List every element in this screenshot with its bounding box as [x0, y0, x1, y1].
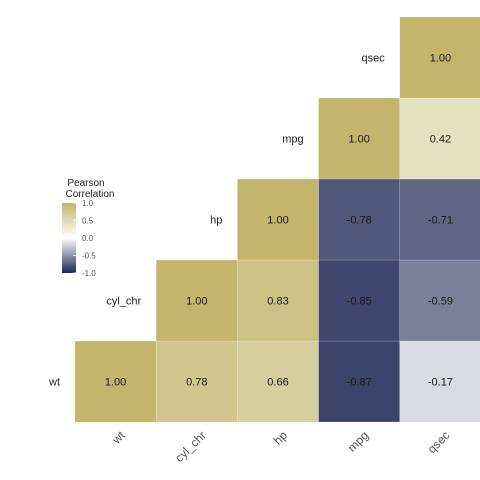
x-tick-label-wt: wt [109, 428, 129, 448]
row-label-qsec: qsec [362, 53, 386, 65]
legend-ticks: 1.0 0.5 0.0 -0.5 -1.0 [73, 199, 96, 278]
legend-tick-label: -1.0 [82, 269, 96, 278]
cell-value-label-mpg-qsec: 0.42 [430, 134, 451, 146]
legend-color-bar [62, 203, 76, 273]
heatmap-cell-cyl_chr-cyl_chr [155, 259, 238, 342]
cell-value-label-cyl_chr-qsec: -0.59 [428, 296, 453, 308]
heatmap-cell-mpg-mpg [318, 97, 401, 180]
heatmap-cell-hp-mpg [318, 178, 401, 261]
legend-title-line-1: Pearson [67, 178, 104, 189]
row-label-cyl_chr: cyl_chr [106, 296, 141, 308]
cell-value-label-wt-cyl_chr: 0.78 [186, 377, 207, 389]
x-tick-label-qsec: qsec [425, 428, 453, 456]
cell-value-label-wt-wt: 1.00 [105, 377, 126, 389]
cell-value-label-cyl_chr-hp: 0.83 [267, 296, 288, 308]
heatmap-cell-mpg-qsec [399, 97, 480, 180]
legend-tick-label: 0.0 [82, 234, 94, 243]
legend: Pearson Correlation 1.0 0.5 0.0 -0.5 -1.0 [62, 178, 114, 278]
cell-value-label-wt-mpg: -0.87 [347, 377, 372, 389]
heatmap-cell-wt-cyl_chr [155, 340, 238, 423]
cell-value-label-mpg-mpg: 1.00 [348, 134, 369, 146]
x-tick-label-cyl_chr: cyl_chr [172, 428, 209, 465]
row-label-hp: hp [210, 215, 222, 227]
heatmap-cell-wt-mpg [318, 340, 401, 423]
heatmap-cell-wt-wt [74, 340, 157, 423]
legend-tick-label: -0.5 [82, 252, 96, 261]
heatmap-cell-wt-qsec [399, 340, 480, 423]
row-label-mpg: mpg [282, 134, 303, 146]
row-label-wt: wt [48, 377, 60, 389]
legend-title-line-2: Correlation [66, 189, 115, 200]
legend-tick-label: 1.0 [82, 199, 94, 208]
heatmap-cell-cyl_chr-hp [237, 259, 319, 342]
heatmap-cell-cyl_chr-mpg [318, 259, 401, 342]
cell-value-label-wt-hp: 0.66 [267, 377, 288, 389]
cell-value-label-cyl_chr-mpg: -0.85 [347, 296, 372, 308]
cell-value-label-cyl_chr-cyl_chr: 1.00 [186, 296, 207, 308]
legend-tick-label: 0.5 [82, 217, 94, 226]
heatmap-cell-hp-hp [237, 178, 319, 261]
x-tick-label-mpg: mpg [345, 428, 371, 454]
cell-value-label-wt-qsec: -0.17 [428, 377, 453, 389]
x-tick-label-hp: hp [271, 428, 291, 448]
heatmap-row-labels: wt cyl_chr hp mpg qsec [48, 53, 385, 389]
heatmap-cell-qsec-qsec [399, 16, 480, 99]
x-axis-tick-labels: wt cyl_chr hp mpg qsec [109, 428, 453, 465]
cell-value-label-hp-hp: 1.00 [267, 215, 288, 227]
heatmap-cells: 1.00 0.78 0.66 -0.87 -0.17 1.00 0.83 -0.85 -0.59… [74, 16, 480, 423]
cell-value-label-hp-qsec: -0.71 [428, 215, 453, 227]
cell-value-label-qsec-qsec: 1.00 [430, 53, 451, 65]
cell-value-label-hp-mpg: -0.78 [347, 215, 372, 227]
